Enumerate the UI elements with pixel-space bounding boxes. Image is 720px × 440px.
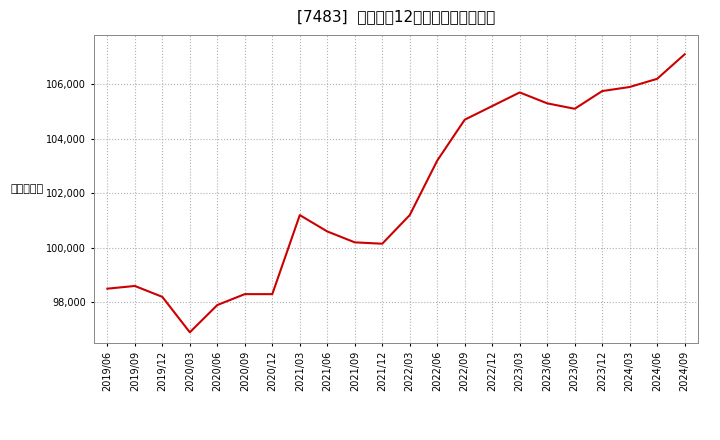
Y-axis label: （百万円）: （百万円） bbox=[11, 184, 44, 194]
Title: [7483]  売上高の12か月移動合計の推移: [7483] 売上高の12か月移動合計の推移 bbox=[297, 9, 495, 24]
